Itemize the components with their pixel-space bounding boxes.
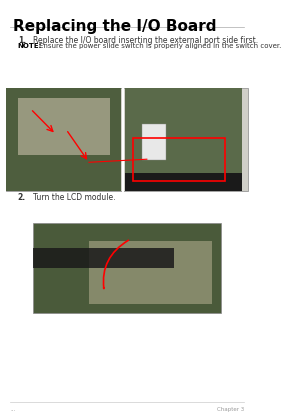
- Text: Ensure the power slide switch is properly aligned in the switch cover.: Ensure the power slide switch is properl…: [39, 43, 282, 49]
- Bar: [6, 88, 121, 191]
- Bar: [142, 124, 166, 160]
- Bar: [133, 138, 225, 181]
- Text: Replace the I/O board inserting the external port side first.: Replace the I/O board inserting the exte…: [33, 36, 258, 45]
- Text: Turn the LCD module.: Turn the LCD module.: [33, 193, 116, 202]
- Bar: [124, 88, 242, 191]
- Text: Chapter 3: Chapter 3: [217, 407, 244, 412]
- Bar: [124, 173, 242, 191]
- Bar: [89, 241, 212, 304]
- Text: ...: ...: [10, 407, 15, 412]
- Bar: [33, 248, 174, 268]
- Bar: [33, 223, 221, 313]
- Text: 2.: 2.: [18, 193, 26, 202]
- FancyArrowPatch shape: [103, 240, 128, 289]
- Bar: [18, 98, 110, 155]
- Bar: [6, 88, 248, 191]
- Text: 1.: 1.: [18, 36, 26, 45]
- Text: NOTE:: NOTE:: [18, 43, 42, 49]
- Text: Replacing the I/O Board: Replacing the I/O Board: [13, 19, 216, 34]
